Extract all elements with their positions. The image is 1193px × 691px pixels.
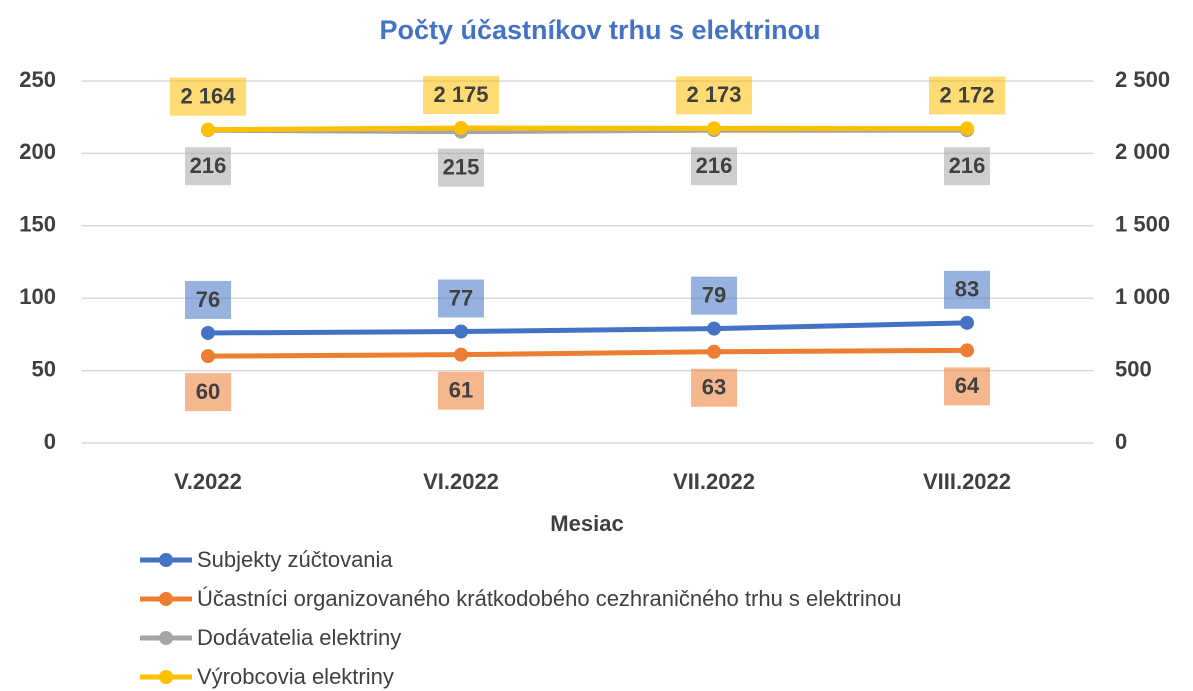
y-tick-label: 200: [19, 139, 56, 164]
legend-marker: [159, 631, 173, 645]
y-tick-label: 150: [19, 212, 56, 237]
legend-label: Účastníci organizovaného krátkodobého ce…: [197, 586, 901, 611]
legend-marker: [159, 553, 173, 567]
chart-title: Počty účastníkov trhu s elektrinou: [379, 15, 820, 45]
data-label: 216: [696, 153, 733, 178]
data-label: 215: [443, 154, 480, 179]
data-label: 2 175: [433, 82, 488, 107]
data-label-box: [438, 148, 484, 187]
x-axis-label: Mesiac: [550, 511, 623, 536]
data-label: 2 172: [939, 82, 994, 107]
data-label-box: [929, 76, 1005, 115]
point: [454, 324, 468, 339]
point: [454, 121, 468, 136]
data-label-box: [944, 270, 990, 309]
point: [201, 349, 215, 364]
series-line: [207, 320, 968, 336]
y-tick-label: 250: [19, 67, 56, 92]
point: [201, 325, 215, 340]
data-label-box: [185, 147, 231, 186]
legend-marker: [159, 670, 173, 684]
point: [201, 122, 215, 137]
data-label: 60: [196, 379, 220, 404]
data-label: 2 164: [180, 83, 236, 108]
data-label: 77: [449, 285, 473, 310]
data-label: 216: [949, 153, 986, 178]
data-label-box: [438, 371, 484, 410]
data-label: 79: [702, 282, 726, 307]
data-label: 64: [955, 373, 980, 398]
y2-tick-label: 1 000: [1115, 284, 1170, 309]
x-tick-label: V.2022: [174, 469, 242, 494]
y2-tick-label: 1 500: [1115, 212, 1170, 237]
data-label: 2 173: [686, 82, 741, 107]
data-label: 63: [702, 375, 726, 400]
data-label-box: [438, 279, 484, 318]
point: [707, 321, 721, 336]
point: [707, 121, 721, 136]
y2-tick-label: 2 500: [1115, 67, 1170, 92]
data-label: 76: [196, 287, 220, 312]
point: [707, 344, 721, 359]
x-tick-label: VI.2022: [423, 469, 499, 494]
data-label-box: [423, 76, 499, 115]
y-tick-label: 50: [32, 356, 56, 381]
data-label-box: [185, 373, 231, 412]
data-label: 83: [955, 277, 979, 302]
data-label-box: [944, 367, 990, 406]
y2-tick-label: 2 000: [1115, 139, 1170, 164]
legend-label: Subjekty zúčtovania: [197, 547, 393, 572]
x-tick-label: VIII.2022: [923, 469, 1011, 494]
data-label: 61: [449, 377, 473, 402]
data-label-box: [691, 276, 737, 315]
y2-tick-label: 500: [1115, 356, 1152, 381]
data-label-box: [676, 76, 752, 115]
legend-marker: [159, 592, 173, 606]
data-label-box: [691, 147, 737, 186]
y-tick-label: 0: [44, 429, 56, 454]
data-label: 216: [190, 153, 227, 178]
y-tick-label: 100: [19, 284, 56, 309]
legend-label: Dodávatelia elektriny: [197, 625, 401, 650]
data-label-box: [691, 368, 737, 407]
legend-label: Výrobcovia elektriny: [197, 664, 394, 689]
series-line: [207, 125, 968, 133]
data-label-box: [944, 147, 990, 186]
point: [454, 347, 468, 362]
data-label-box: [170, 77, 246, 116]
point: [960, 343, 974, 358]
series-line: [207, 347, 968, 359]
point: [960, 315, 974, 330]
x-tick-label: VII.2022: [673, 469, 755, 494]
point: [960, 121, 974, 136]
data-label-box: [185, 280, 231, 319]
y2-tick-label: 0: [1115, 429, 1127, 454]
